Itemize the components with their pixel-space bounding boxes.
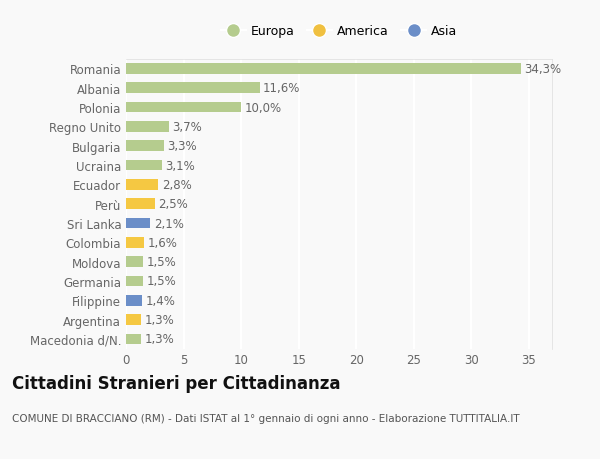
- Bar: [126, 276, 143, 287]
- Text: 1,6%: 1,6%: [148, 236, 178, 249]
- Text: 3,1%: 3,1%: [165, 159, 195, 172]
- Bar: [126, 179, 158, 190]
- Text: 1,3%: 1,3%: [145, 333, 174, 346]
- Bar: [126, 237, 145, 248]
- Text: 1,3%: 1,3%: [145, 313, 174, 326]
- Text: Cittadini Stranieri per Cittadinanza: Cittadini Stranieri per Cittadinanza: [12, 374, 341, 392]
- Text: 2,5%: 2,5%: [158, 198, 188, 211]
- Bar: [126, 334, 141, 345]
- Text: 1,4%: 1,4%: [146, 294, 175, 307]
- Text: 34,3%: 34,3%: [524, 63, 562, 76]
- Text: 2,8%: 2,8%: [161, 179, 191, 191]
- Bar: [126, 160, 161, 171]
- Text: 3,7%: 3,7%: [172, 121, 202, 134]
- Bar: [126, 218, 150, 229]
- Text: 3,3%: 3,3%: [167, 140, 197, 153]
- Text: 1,5%: 1,5%: [147, 275, 176, 288]
- Bar: [126, 295, 142, 306]
- Text: 1,5%: 1,5%: [147, 256, 176, 269]
- Text: 11,6%: 11,6%: [263, 82, 301, 95]
- Bar: [126, 199, 155, 210]
- Bar: [126, 314, 141, 325]
- Bar: [126, 257, 143, 268]
- Text: 2,1%: 2,1%: [154, 217, 184, 230]
- Legend: Europa, America, Asia: Europa, America, Asia: [217, 22, 461, 42]
- Text: 10,0%: 10,0%: [245, 101, 282, 114]
- Bar: [126, 64, 521, 75]
- Bar: [126, 141, 164, 152]
- Text: COMUNE DI BRACCIANO (RM) - Dati ISTAT al 1° gennaio di ogni anno - Elaborazione : COMUNE DI BRACCIANO (RM) - Dati ISTAT al…: [12, 413, 520, 423]
- Bar: [126, 83, 260, 94]
- Bar: [126, 122, 169, 133]
- Bar: [126, 102, 241, 113]
